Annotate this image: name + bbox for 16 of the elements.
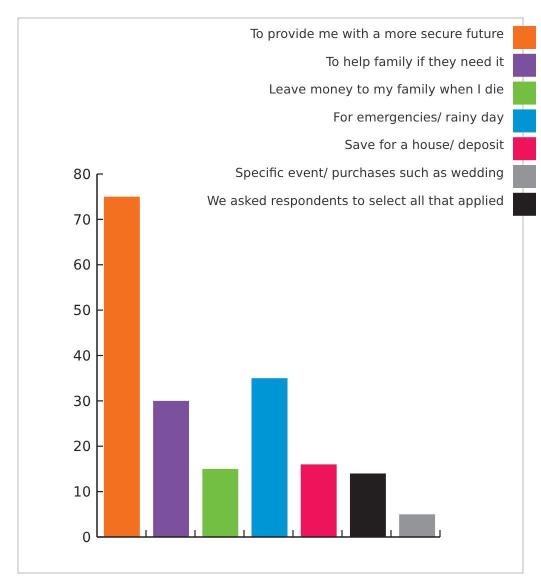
y-tick-label: 20 (73, 439, 91, 456)
legend-label: To help family if they need it (325, 54, 504, 69)
legend-label: Specific event/ purchases such as wedding (235, 165, 504, 180)
legend-label: To provide me with a more secure future (249, 26, 504, 41)
y-tick-label: 10 (73, 484, 91, 501)
y-tick-label: 30 (73, 394, 91, 410)
y-tick-label: 70 (73, 212, 91, 228)
y-tick-label: 80 (73, 166, 91, 183)
legend-label: We asked respondents to select all that applied (206, 192, 504, 208)
legend-label: Leave money to my family when I die (268, 82, 504, 97)
y-tick-label: 50 (73, 303, 91, 320)
y-tick-label: 60 (73, 258, 91, 274)
legend-label: For emergencies/ rainy day (333, 109, 505, 124)
y-tick-label: 0 (82, 530, 91, 546)
legend-label: Save for a house/ deposit (344, 137, 504, 152)
y-tick-label: 40 (73, 348, 91, 364)
